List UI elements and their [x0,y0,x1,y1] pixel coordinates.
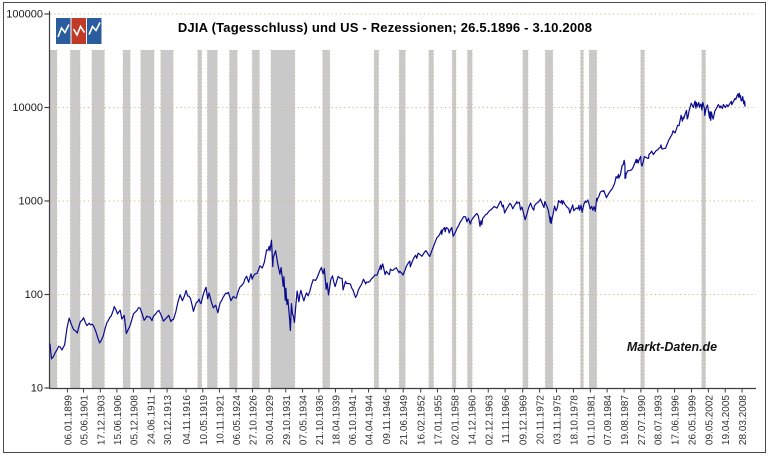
recession-band [160,50,174,388]
recession-band [50,50,57,388]
x-axis-label: 20.11.1972 [536,395,547,445]
x-axis-label: 08.07.1993 [654,395,665,445]
markt-daten-logo-icon [56,18,102,44]
x-axis-label: 24.06.1911 [146,395,157,445]
chart-title: DJIA (Tagesschluss) und US - Rezessionen… [177,20,593,35]
x-axis-label: 19.08.1987 [620,395,631,445]
recession-band [374,50,379,388]
x-axis-label: 10.05.1919 [199,395,210,445]
watermark: Markt-Daten.de [626,340,718,354]
logo-square-right [87,18,102,44]
x-axis-label: 10.11.1921 [215,395,226,445]
x-axis-label: 09.12.1969 [519,395,530,445]
y-axis-label: 100 [25,289,43,301]
recession-band [399,50,406,388]
x-axis-label: 16.02.1952 [417,395,428,445]
x-axis-label: 06.10.1941 [348,395,359,445]
x-axis-label: 30.12.1913 [163,395,174,445]
logo-zigzag [57,24,70,38]
x-axis-label: 07.05.1934 [299,395,310,445]
recession-band [428,50,434,388]
recession-band [123,50,131,388]
recession-band [70,50,81,388]
x-axis-label: 11.11.1966 [501,395,512,444]
djia-line-series [49,92,746,360]
x-axis-label: 06.05.1924 [232,395,243,445]
recession-band [452,50,457,388]
recession-band [140,50,155,388]
x-axis-label: 15.06.1906 [113,395,124,445]
recession-band [467,50,473,388]
x-axis-label: 21.06.1949 [399,395,410,445]
x-axis-label: 05.12.1908 [129,395,140,445]
x-axis-label: 04.04.1944 [364,395,375,445]
recession-band [322,50,330,388]
x-axis-label: 30.04.1929 [265,395,276,445]
x-axis-label: 02.12.1963 [484,395,495,445]
x-axis-label: 06.01.1899 [63,395,74,445]
x-axis-label: 09.05.2002 [704,395,715,445]
x-axis-label: 27.07.1990 [637,395,648,445]
x-axis-label: 28.03.2008 [738,395,749,445]
recession-band [207,50,218,388]
recession-band [545,50,553,388]
x-axis-label: 17.01.1955 [433,395,444,445]
x-axis-label: 17.12.1903 [96,395,107,445]
recession-band [197,50,202,388]
x-axis-label: 03.11.1975 [553,395,564,445]
recession-band [252,50,260,388]
y-axis-label: 100000 [6,9,43,21]
x-axis-label: 26.05.1999 [687,395,698,445]
x-axis-label: 29.10.1931 [282,395,293,445]
x-axis-label: 18.04.1939 [331,395,342,445]
x-axis-label: 18.10.1978 [569,395,580,445]
y-axis-label: 10 [31,383,43,395]
x-axis-label: 07.09.1984 [603,395,614,445]
recession-band [270,50,295,388]
y-axis-label: 1000 [19,196,43,208]
x-axis-label: 19.04.2005 [721,395,732,445]
logo-zigzag [88,22,101,35]
x-axis-label: 21.10.1936 [315,395,326,445]
x-axis-label: 04.11.1916 [182,395,193,445]
x-axis-label: 01.10.1981 [586,395,597,445]
recession-band [640,50,645,388]
x-axis-label: 14.12.1960 [467,395,478,445]
x-axis-label: 05.06.1901 [79,395,90,445]
logo-zigzag [72,24,86,37]
recession-band [229,50,238,388]
recession-band [91,50,105,388]
y-axis-label: 10000 [12,102,43,114]
recession-band [589,50,597,388]
x-axis-label: 27.10.1926 [248,395,259,445]
x-axis-label: 17.06.1996 [671,395,682,445]
recession-band [580,50,584,388]
recession-band [701,50,706,388]
x-axis-label: 09.11.1946 [382,395,393,445]
x-axis-label: 02.01.1958 [450,395,461,445]
